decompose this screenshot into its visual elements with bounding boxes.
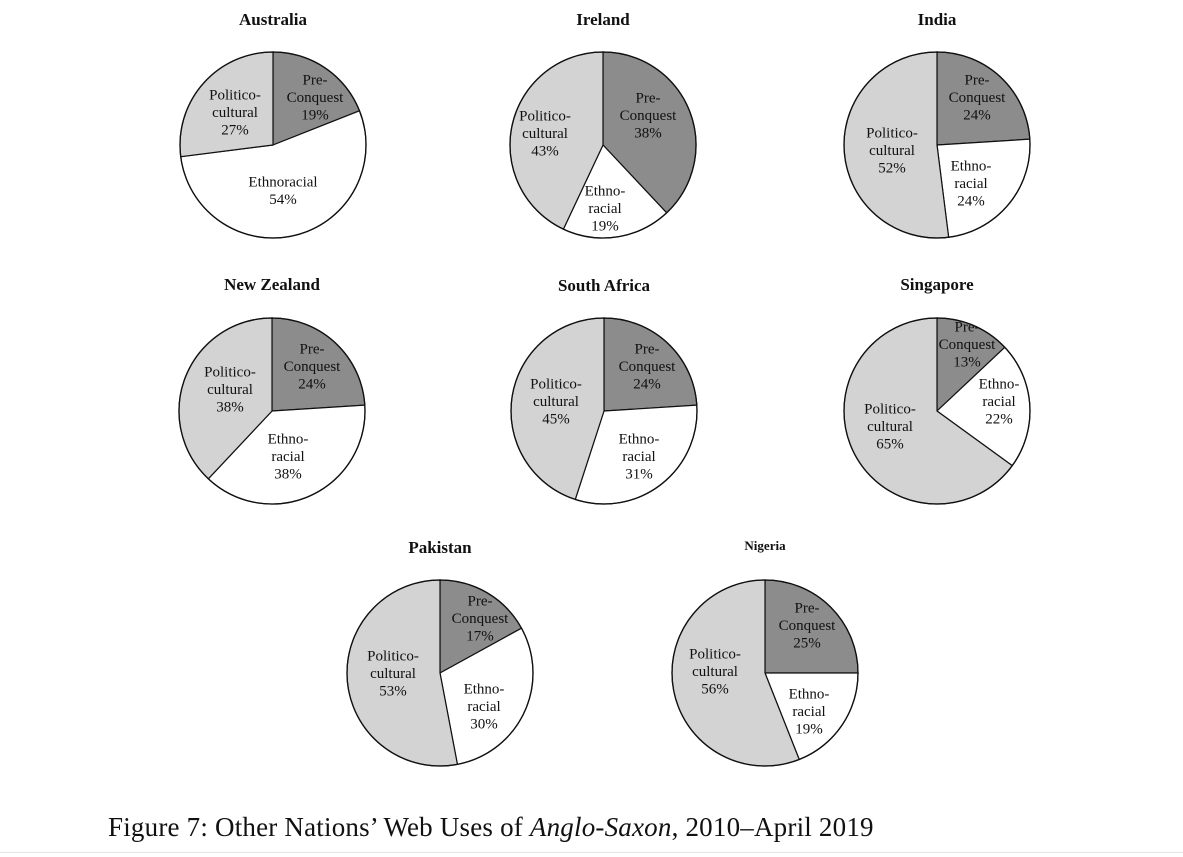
slice-label: Politico-cultural 45% bbox=[530, 377, 582, 428]
caption-italic: Anglo-Saxon bbox=[529, 812, 672, 842]
slice-label: Pre-Conquest 24% bbox=[284, 342, 342, 393]
pie-outline bbox=[671, 579, 859, 767]
figure-caption: Figure 7: Other Nations’ Web Uses of Ang… bbox=[108, 812, 874, 843]
pie-title: New Zealand bbox=[224, 275, 320, 294]
pie-title: Nigeria bbox=[744, 538, 786, 553]
pie-chart: South Africa Pre-Conquest 24% Ethno-racial 3… bbox=[510, 276, 698, 505]
pie-title: Ireland bbox=[576, 10, 630, 29]
pie-title: South Africa bbox=[558, 276, 651, 295]
slice-label: Pre-Conquest 24% bbox=[949, 73, 1007, 124]
slice-label: Politico-cultural 65% bbox=[864, 402, 916, 453]
slice-label: Ethnoracial 54% bbox=[248, 174, 317, 208]
caption-prefix: Figure 7: Other Nations’ Web Uses of bbox=[108, 812, 530, 842]
pie-outline bbox=[843, 317, 1031, 505]
slice-label: Politico-cultural 27% bbox=[209, 88, 261, 139]
slice-label: Ethno-racial 19% bbox=[789, 687, 830, 738]
pie-outline bbox=[346, 579, 534, 767]
slice-label: Pre-Conquest 13% bbox=[939, 320, 997, 371]
pie-title: India bbox=[918, 10, 957, 29]
pie-chart: Singapore Pre-Conquest 13% Ethno-racial 22% P… bbox=[843, 275, 1031, 505]
slice-label: Ethno-racial 22% bbox=[979, 377, 1020, 428]
pie-outline bbox=[510, 317, 698, 505]
pie-title: Singapore bbox=[900, 275, 974, 294]
slice-label: Ethno-racial 24% bbox=[951, 159, 992, 210]
slice-label: Ethno-racial 30% bbox=[464, 682, 505, 733]
slice-label: Politico-cultural 38% bbox=[204, 365, 256, 416]
slice-label: Pre-Conquest 17% bbox=[452, 594, 510, 645]
bottom-divider bbox=[0, 852, 1183, 853]
pie-title: Pakistan bbox=[408, 538, 472, 557]
slice-label: Politico-cultural 53% bbox=[367, 649, 419, 700]
pie-chart: India Pre-Conquest 24% Ethno-racial 24% Polit… bbox=[843, 10, 1031, 239]
slice-label: Ethno-racial 31% bbox=[619, 432, 660, 483]
pie-title: Australia bbox=[239, 10, 308, 29]
slice-label: Politico-cultural 52% bbox=[866, 126, 918, 177]
pie-chart: New Zealand Pre-Conquest 24% Ethno-racial 38… bbox=[178, 275, 366, 505]
slice-label: Pre-Conquest 38% bbox=[620, 91, 678, 142]
pie-chart: Australia Pre-Conquest 19% Ethnoracial 54% Po… bbox=[179, 10, 367, 239]
pie-chart: Nigeria Pre-Conquest 25% Ethno-racial 19% Pol… bbox=[671, 538, 859, 767]
slice-label: Politico-cultural 43% bbox=[519, 109, 571, 160]
slice-label: Pre-Conquest 19% bbox=[287, 73, 345, 124]
slice-label: Pre-Conquest 25% bbox=[779, 601, 837, 652]
slice-label: Pre-Conquest 24% bbox=[619, 342, 677, 393]
pie-chart: Ireland Pre-Conquest 38% Ethno-racial 19% Pol… bbox=[509, 10, 697, 239]
caption-suffix: , 2010–April 2019 bbox=[671, 812, 874, 842]
slice-label: Ethno-racial 19% bbox=[585, 184, 626, 235]
slice-label: Ethno-racial 38% bbox=[268, 432, 309, 483]
slice-label: Politico-cultural 56% bbox=[689, 647, 741, 698]
pie-outline bbox=[179, 51, 367, 239]
pie-outline bbox=[843, 51, 1031, 239]
pie-chart: Pakistan Pre-Conquest 17% Ethno-racial 30% Po… bbox=[346, 538, 534, 767]
pie-outline bbox=[178, 317, 366, 505]
pie-outline bbox=[509, 51, 697, 239]
